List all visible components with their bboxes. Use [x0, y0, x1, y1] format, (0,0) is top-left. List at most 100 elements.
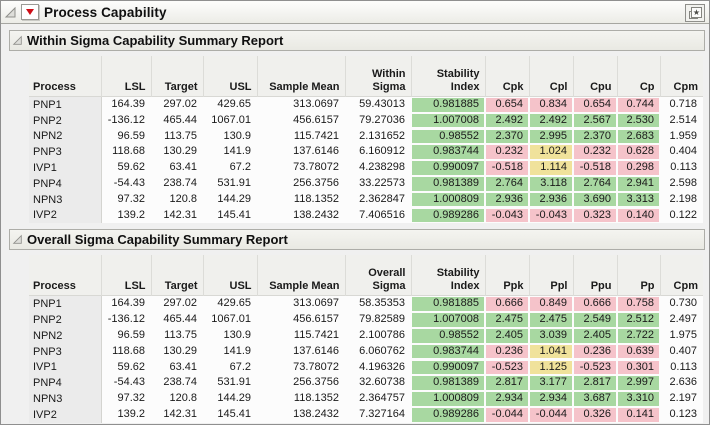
overall-section-header[interactable]: Overall Sigma Capability Summary Report: [9, 229, 705, 251]
column-header-pp[interactable]: Pp: [617, 255, 661, 296]
column-header-cpl[interactable]: Cpl: [529, 56, 574, 97]
cell-usl: 1067.01: [211, 113, 251, 126]
column-header-usl[interactable]: USL: [203, 56, 258, 97]
cell-cpu: 0.323: [573, 208, 617, 224]
table-row[interactable]: NPN2 96.59 113.75 130.9 115.7421 2.100786 0.98…: [29, 327, 703, 344]
cell-cp: 0.298: [617, 160, 660, 176]
cell-overall-sigma: 79.82589: [359, 313, 405, 326]
cell-target: 142.31: [163, 208, 197, 221]
cell-cpk: 2.764: [485, 176, 529, 192]
column-header-target[interactable]: Target: [151, 255, 204, 296]
within-section-header[interactable]: Within Sigma Capability Summary Report: [9, 30, 705, 51]
table-row[interactable]: PNP4 -54.43 238.74 531.91 256.3756 33.22573 0.…: [29, 175, 703, 192]
column-header-lsl[interactable]: LSL: [101, 56, 152, 97]
column-header-ppu[interactable]: Ppu: [573, 255, 618, 296]
column-header-within-sigma[interactable]: Within Sigma: [345, 56, 412, 97]
cell-cpm: 2.598: [669, 177, 697, 190]
column-header-cpm[interactable]: Cpm: [660, 56, 703, 97]
cell-lsl: 139.2: [117, 408, 145, 421]
column-header-process[interactable]: Process: [29, 56, 102, 97]
bookmark-button[interactable]: ★: [685, 4, 705, 22]
row-label: PNP3: [29, 343, 102, 360]
cell-cp: 2.683: [617, 129, 660, 145]
table-row[interactable]: PNP2 -136.12 465.44 1067.01 456.6157 79.82589…: [29, 312, 703, 328]
table-row[interactable]: PNP4 -54.43 238.74 531.91 256.3756 32.60738 0.…: [29, 375, 703, 392]
column-header-sample-mean[interactable]: Sample Mean: [257, 255, 346, 296]
cell-lsl: -136.12: [107, 113, 145, 126]
cell-usl: 429.65: [217, 297, 251, 310]
row-label: PNP4: [29, 175, 102, 192]
column-header-cpk[interactable]: Cpk: [485, 56, 530, 97]
column-header-overall-sigma[interactable]: Overall Sigma: [345, 255, 412, 296]
table-row[interactable]: PNP3 118.68 130.29 141.9 137.6146 6.160912 0.9…: [29, 144, 703, 161]
cell-stability-index: 1.007008: [411, 113, 485, 129]
table-row[interactable]: NPN2 96.59 113.75 130.9 115.7421 2.131652 0.98…: [29, 128, 703, 145]
cell-lsl: 139.2: [117, 208, 145, 221]
cell-stability-index: 0.990097: [411, 160, 485, 176]
cell-lsl: 59.62: [117, 360, 145, 373]
column-header-target[interactable]: Target: [151, 56, 204, 97]
cell-usl: 144.29: [217, 192, 251, 205]
cell-usl: 144.29: [217, 392, 251, 405]
cell-usl: 429.65: [217, 98, 251, 111]
cell-target: 142.31: [163, 408, 197, 421]
column-header-cpm[interactable]: Cpm: [660, 255, 703, 296]
column-header-cpu[interactable]: Cpu: [573, 56, 618, 97]
cell-cpm: 0.113: [670, 161, 697, 174]
column-header-stability-index[interactable]: Stability Index: [411, 255, 486, 296]
row-label: PNP4: [29, 375, 102, 392]
table-row[interactable]: PNP1 164.39 297.02 429.65 313.0697 58.35353 0.…: [29, 295, 703, 313]
cell-cpm: 0.407: [669, 344, 697, 357]
cell-lsl: 97.32: [117, 392, 145, 405]
table-row[interactable]: NPN3 97.32 120.8 144.29 118.1352 2.364757 1.00…: [29, 391, 703, 407]
table-row[interactable]: IVP2 139.2 142.31 145.41 138.2432 7.327164 0.9…: [29, 406, 703, 423]
cell-sample-mean: 456.6157: [293, 113, 339, 126]
table-row[interactable]: IVP1 59.62 63.41 67.2 73.78072 4.238298 0.9900…: [29, 160, 703, 176]
cell-sample-mean: 73.78072: [293, 161, 339, 174]
table-row[interactable]: IVP1 59.62 63.41 67.2 73.78072 4.196326 0.9900…: [29, 359, 703, 376]
red-triangle-menu-button[interactable]: [21, 4, 39, 20]
cell-usl: 531.91: [217, 177, 251, 190]
disclosure-open-icon[interactable]: [4, 6, 17, 19]
cell-target: 465.44: [163, 113, 197, 126]
disclosure-open-icon[interactable]: [12, 234, 23, 245]
cell-ppl: 1.041: [529, 344, 573, 360]
table-row[interactable]: NPN3 97.32 120.8 144.29 118.1352 2.362847 1.00…: [29, 191, 703, 208]
cell-ppk: 2.817: [485, 375, 529, 391]
table-row[interactable]: IVP2 139.2 142.31 145.41 138.2432 7.406516 0.9…: [29, 207, 703, 224]
cell-lsl: 96.59: [117, 129, 145, 142]
table-row[interactable]: PNP3 118.68 130.29 141.9 137.6146 6.060762 0.9…: [29, 343, 703, 360]
column-header-lsl[interactable]: LSL: [101, 255, 152, 296]
cell-cpm: 0.123: [669, 408, 697, 421]
column-header-ppk[interactable]: Ppk: [485, 255, 530, 296]
cell-within-sigma: 2.131652: [359, 129, 405, 142]
row-label: NPN2: [29, 327, 102, 344]
column-header-process[interactable]: Process: [29, 255, 102, 296]
table-row[interactable]: PNP2 -136.12 465.44 1067.01 456.6157 79.27036…: [29, 112, 703, 129]
cell-cpm: 2.198: [669, 192, 697, 205]
column-header-sample-mean[interactable]: Sample Mean: [257, 56, 346, 97]
column-header-stability-index[interactable]: Stability Index: [411, 56, 486, 97]
cell-cpl: 3.118: [529, 176, 573, 192]
cell-sample-mean: 138.2432: [293, 208, 339, 221]
cell-ppl: 2.475: [529, 312, 573, 328]
cell-pp: 3.310: [617, 391, 660, 407]
cell-cpk: -0.043: [485, 208, 529, 224]
cell-ppk: -0.523: [485, 360, 529, 376]
cell-cpm: 0.113: [670, 360, 697, 373]
column-header-cp[interactable]: Cp: [617, 56, 661, 97]
cell-cp: 2.530: [617, 113, 660, 129]
report-title-bar[interactable]: Process Capability ★: [1, 1, 709, 24]
overall-sigma-table: Process LSL Target USL Sample Mean Overall Sig…: [29, 255, 703, 423]
cell-lsl: 164.39: [111, 98, 145, 111]
cell-ppu: 0.326: [573, 407, 617, 423]
disclosure-open-icon[interactable]: [12, 35, 23, 46]
column-header-ppl[interactable]: Ppl: [529, 255, 574, 296]
cell-target: 120.8: [169, 192, 197, 205]
cell-usl: 67.2: [229, 161, 251, 174]
table-row[interactable]: PNP1 164.39 297.02 429.65 313.0697 59.43013 0.…: [29, 96, 703, 113]
cell-within-sigma: 33.22573: [359, 177, 405, 190]
within-sigma-section: Within Sigma Capability Summary Report P…: [9, 30, 705, 224]
column-header-usl[interactable]: USL: [203, 255, 258, 296]
